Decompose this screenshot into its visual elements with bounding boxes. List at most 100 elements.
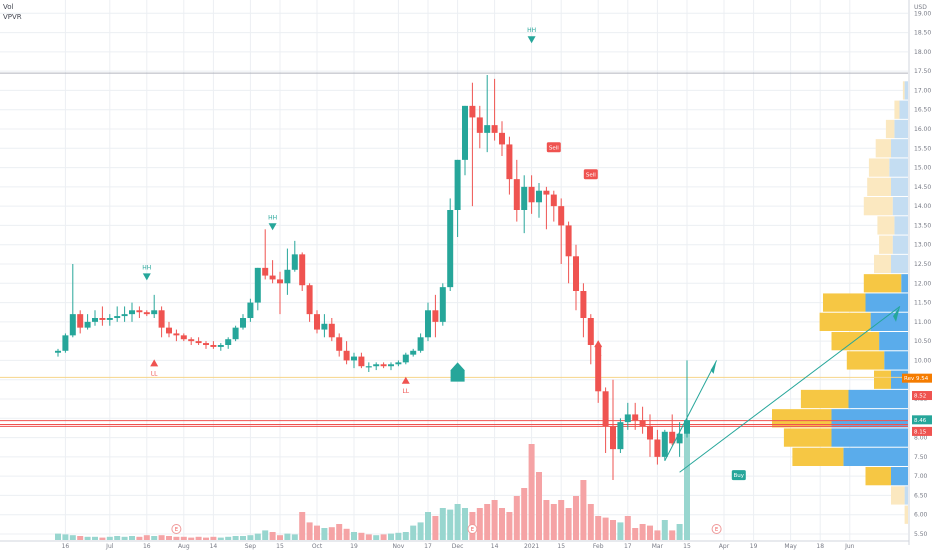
candle-body (602, 391, 609, 426)
vpvr-down-bar (868, 158, 890, 177)
candle-body (580, 291, 587, 318)
price-tick-label: 6.00 (914, 512, 928, 519)
earnings-event-label: E (471, 527, 474, 533)
volume-bar (180, 536, 187, 540)
volume-bar (306, 522, 313, 540)
volume-bar (247, 535, 254, 540)
candle-body (232, 327, 239, 340)
candle-body (373, 364, 380, 367)
triangle-up-icon (401, 376, 410, 384)
volume-bar (114, 536, 121, 540)
price-tag-text: Rev 9.54 (904, 376, 929, 382)
price-tick-label: 16.00 (914, 126, 931, 133)
vpvr-down-bar (885, 119, 895, 139)
volume-bar (136, 536, 143, 540)
indicator-label-vol[interactable]: Vol (3, 3, 14, 11)
volume-bar (195, 536, 202, 540)
candle-body (55, 350, 61, 353)
volume-bar (521, 488, 528, 540)
candle-body (624, 414, 631, 423)
candle-body (343, 350, 350, 361)
candle-body (328, 323, 335, 338)
vpvr-down-bar (863, 274, 902, 293)
indicator-label-vpvr[interactable]: VPVR (3, 13, 22, 21)
price-tick-label: 10.50 (914, 338, 931, 345)
price-tick-label: 11.50 (914, 300, 931, 307)
price-tick-label: 5.50 (914, 531, 928, 538)
time-tick-label: 19 (750, 543, 758, 550)
time-tick-label: Apr (719, 543, 730, 550)
candle-body (217, 345, 224, 347)
price-tick-label: 12.50 (914, 261, 931, 268)
volume-bar (351, 532, 357, 540)
candle-body (129, 310, 135, 315)
time-tick-label: 15 (683, 543, 691, 550)
grid-lines (0, 0, 908, 540)
vpvr-up-bar (894, 216, 908, 235)
volume-bar (99, 537, 106, 540)
vpvr-down-bar (875, 139, 891, 158)
time-tick-label: Sep (245, 543, 257, 550)
volume-bar (550, 504, 557, 540)
candle-body (639, 420, 646, 426)
vpvr-up-bar (889, 158, 908, 177)
price-tick-label: 14.00 (914, 203, 931, 210)
vpvr-up-bar (865, 293, 908, 312)
candlesticks (55, 75, 690, 480)
volume-bar (439, 508, 446, 540)
vpvr-down-bar (867, 177, 891, 196)
volume-bar (543, 500, 550, 540)
volume-bar (513, 496, 520, 540)
candle-body (84, 321, 91, 328)
trend-arrowhead (710, 360, 717, 374)
candle-body (240, 318, 246, 328)
earnings-event-label: E (175, 527, 178, 533)
volume-bar (299, 512, 306, 540)
candle-body (321, 323, 328, 330)
vpvr-down-bar (863, 197, 893, 216)
candle-body (684, 420, 690, 434)
volume-bar (225, 536, 232, 540)
candle-body (380, 364, 387, 367)
time-tick-label: Jul (105, 543, 114, 550)
volume-bar (684, 420, 690, 540)
signal-label: LL (151, 370, 158, 377)
volume-bar (573, 496, 579, 540)
time-tick-label: Dec (452, 543, 464, 550)
signal-tag-text: Buy (734, 473, 745, 479)
price-tag (912, 391, 932, 401)
candle-body (587, 318, 594, 345)
price-tick-label: 7.50 (914, 454, 928, 461)
time-tick-label: Mar (652, 543, 664, 550)
volume-bar (240, 536, 246, 540)
signal-tag (731, 470, 746, 481)
volume-bar (188, 537, 195, 540)
vpvr-up-bar (894, 119, 908, 139)
vpvr-up-bar (831, 409, 908, 428)
time-axis[interactable]: 16 Jul 16 Aug 14 Sep 15 Oct 19 Nov 17 Dec 14 2021 15 Fe… (0, 540, 909, 550)
candle-body (543, 190, 550, 195)
volume-bar (587, 504, 594, 540)
candle-body (610, 426, 616, 450)
volume-bar (410, 525, 417, 540)
volume-bar (617, 522, 624, 540)
candle-body (336, 337, 343, 351)
candle-body (550, 194, 557, 207)
volume-bar (610, 520, 616, 540)
earnings-event-icon (711, 524, 722, 534)
candle-body (284, 269, 291, 284)
triangle-up-icon (150, 359, 159, 367)
price-axis[interactable]: 5.506.006.507.007.508.008.509.009.5010.0… (902, 0, 932, 545)
vpvr-down-bar (865, 467, 891, 486)
price-tag-text: 8.46 (914, 418, 927, 424)
volume-bar (632, 528, 639, 540)
candle-body (225, 339, 232, 345)
volume-bar (669, 530, 676, 540)
volume-bar (158, 535, 165, 540)
vpvr-up-bar (879, 332, 908, 351)
time-tick-label: Oct (312, 543, 323, 550)
volume-bar (595, 516, 602, 540)
volume-bar (129, 536, 135, 540)
vpvr-down-bar (891, 486, 905, 505)
